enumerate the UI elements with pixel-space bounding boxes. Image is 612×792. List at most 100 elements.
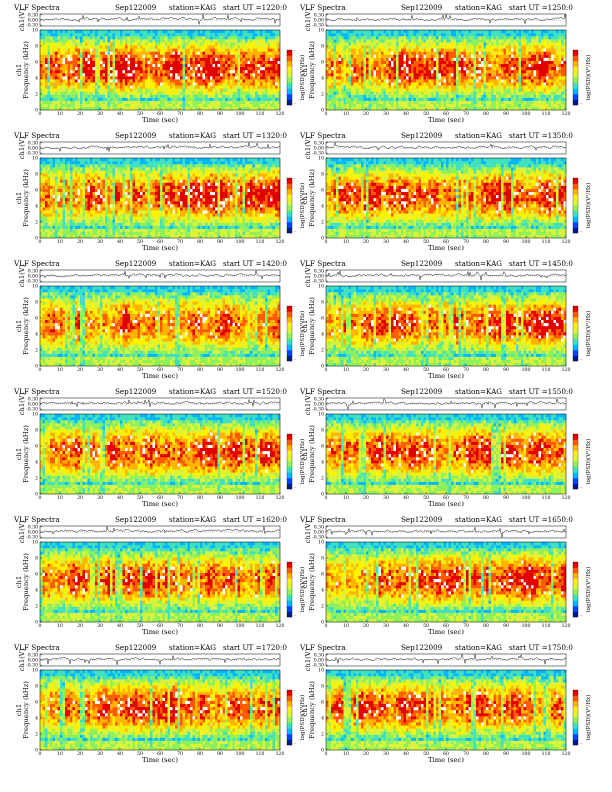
spectrogram-cell [63, 104, 66, 107]
spectrogram-cell [113, 64, 116, 67]
spectrogram-cell [173, 61, 176, 64]
spectrogram-cell [95, 85, 98, 88]
spectrogram-cell [143, 45, 146, 48]
spectrogram-cell [48, 30, 51, 33]
spectrogram-cell [175, 70, 178, 73]
spectrogram-cell [118, 45, 121, 48]
spectrogram-cell [95, 73, 98, 76]
spectrogram-cell [170, 82, 173, 85]
spectrogram-cell [148, 42, 151, 45]
spectrogram-cell [160, 36, 163, 39]
spectrogram-cell [95, 98, 98, 101]
spectrogram [40, 30, 280, 110]
spectrogram-cell [68, 55, 71, 58]
spectrogram-cell [48, 104, 51, 107]
spectrogram-cell [98, 98, 101, 101]
spectrogram-cell [80, 73, 83, 76]
spectrogram-cell [118, 92, 121, 95]
spectrogram-cell [45, 107, 48, 110]
spectrogram-cell [150, 52, 153, 55]
spectrogram-cell [140, 104, 143, 107]
spectrogram-cell [95, 88, 98, 91]
spectrogram-cell [140, 30, 143, 33]
spectrogram-cell [148, 33, 151, 36]
spectrogram-cell [58, 36, 61, 39]
spectrogram-cell [155, 36, 158, 39]
spectrogram-cell [95, 95, 98, 98]
spectrogram-cell [40, 107, 43, 110]
spectrogram-cell [140, 52, 143, 55]
spectrogram-cell [108, 39, 111, 42]
spectrogram-cell [143, 70, 146, 73]
spectrogram-cell [118, 58, 121, 61]
spectrogram-cell [100, 33, 103, 36]
spectrogram-cell [158, 104, 161, 107]
spectrogram-cell [123, 58, 126, 61]
spectrogram-cell [160, 85, 163, 88]
spectrogram-cell [110, 58, 113, 61]
spectrogram-cell [100, 39, 103, 42]
spectrogram-cell [53, 58, 56, 61]
spectrogram-cell [138, 30, 141, 33]
spectrogram-cell [95, 55, 98, 58]
spectrogram-cell [85, 70, 88, 73]
panel-date: Sep122009 [115, 3, 157, 12]
spectrogram-cell [138, 48, 141, 51]
spectrogram-cell [140, 61, 143, 64]
spectrogram-cell [173, 70, 176, 73]
spectrogram-cell [173, 104, 176, 107]
spectrogram-cell [95, 76, 98, 79]
spectrogram-cell [120, 42, 123, 45]
spectrogram-cell [98, 95, 101, 98]
spectrogram-cell [143, 107, 146, 110]
spectrogram-cell [108, 55, 111, 58]
vlf-spectra-figure: VLF Spectra Sep122009 station=KAG start UT … [0, 0, 612, 792]
spectrogram-cell [90, 79, 93, 82]
spectrogram-cell [98, 58, 101, 61]
spectrogram-cell [123, 48, 126, 51]
spectrogram-cell [75, 58, 78, 61]
spectrogram-cell [148, 30, 151, 33]
spectrogram-cell [120, 98, 123, 101]
spectrogram-cell [130, 79, 133, 82]
spectrogram-cell [150, 42, 153, 45]
spectrogram-cell [70, 48, 73, 51]
spectrogram-cell [160, 30, 163, 33]
spectrogram-cell [165, 61, 168, 64]
spectrogram-cell [150, 36, 153, 39]
spectrogram-cell [123, 76, 126, 79]
spectrogram-cell [165, 55, 168, 58]
spectrogram-cell [120, 58, 123, 61]
spectrogram-cell [93, 30, 96, 33]
spectrogram-cell [95, 42, 98, 45]
spectrogram-cell [158, 76, 161, 79]
spectrogram-cell [123, 55, 126, 58]
spectrogram-cell [100, 107, 103, 110]
spectrogram-cell [175, 39, 178, 42]
spectrogram-cell [168, 39, 171, 42]
spectrogram-cell [163, 58, 166, 61]
spectrogram-cell [155, 61, 158, 64]
spectrogram-cell [173, 48, 176, 51]
spectrogram-cell [58, 45, 61, 48]
spectrogram-cell [78, 42, 81, 45]
spectrogram-cell [65, 36, 68, 39]
spectrogram-cell [93, 85, 96, 88]
spectrogram-cell [88, 33, 91, 36]
spectrogram-cell [118, 33, 121, 36]
spectrogram-cell [145, 55, 148, 58]
spectrogram-cell [88, 104, 91, 107]
spectrogram-cell [80, 64, 83, 67]
spectrogram-cell [153, 39, 156, 42]
spectrogram-cell [150, 88, 153, 91]
spectrogram-cell [65, 95, 68, 98]
spectrogram-cell [165, 52, 168, 55]
spectrogram-cell [100, 79, 103, 82]
spectrogram-cell [88, 67, 91, 70]
spectrogram-cell [88, 58, 91, 61]
spectrogram-cell [100, 48, 103, 51]
spectrogram-cell [93, 70, 96, 73]
spectrogram-cell [133, 52, 136, 55]
spectrogram-cell [90, 82, 93, 85]
spectrogram-cell [103, 107, 106, 110]
